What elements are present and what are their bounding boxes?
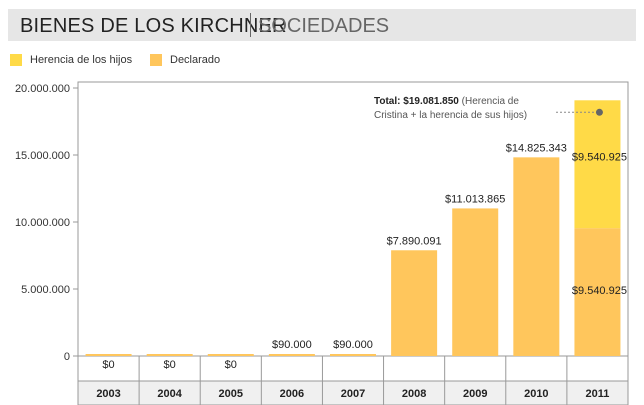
data-label-declarado-2003: $0 — [102, 359, 114, 371]
bar-herencia-2011 — [574, 100, 621, 229]
x-tick-label: 2007 — [341, 388, 365, 400]
data-label-declarado-2007: $90.000 — [333, 339, 373, 351]
data-label-declarado-2004: $0 — [164, 359, 176, 371]
bar-declarado-2007 — [330, 354, 376, 356]
x-tick-label: 2006 — [280, 388, 304, 400]
bar-declarado-2004 — [146, 354, 193, 356]
legend-label-herencia: Herencia de los hijos — [30, 54, 133, 66]
x-tick-label: 2010 — [524, 388, 548, 400]
x-tick-label: 2011 — [586, 388, 610, 400]
x-tick-label: 2004 — [157, 388, 182, 400]
legend-label-declarado: Declarado — [170, 54, 221, 66]
bar-declarado-2011 — [574, 228, 621, 356]
bar-declarado-2008 — [391, 250, 438, 356]
x-tick-label: 2008 — [402, 388, 426, 400]
data-label-declarado-2011: $9.540.925 — [572, 285, 627, 297]
data-label-declarado-2006: $90.000 — [272, 339, 312, 351]
bar-declarado-2010 — [513, 157, 560, 356]
title-separator — [250, 13, 251, 37]
y-tick-label: 10.000.000 — [15, 217, 70, 229]
data-label-declarado-2008: $7.890.091 — [387, 235, 442, 247]
chart-subtitle: SOCIEDADES — [258, 15, 390, 37]
bar-declarado-2005 — [207, 354, 254, 356]
chart-title: BIENES DE LOS KIRCHNER — [20, 15, 287, 37]
x-tick-label: 2005 — [219, 388, 243, 400]
y-tick-label: 0 — [64, 351, 70, 363]
annotation-dot — [595, 108, 603, 116]
legend-swatch-declarado — [150, 54, 162, 66]
y-tick-label: 15.000.000 — [15, 150, 70, 162]
header-bar: BIENES DE LOS KIRCHNER SOCIEDADES — [8, 9, 636, 41]
legend-swatch-herencia — [10, 54, 22, 66]
bar-declarado-2006 — [268, 354, 315, 356]
data-label-declarado-2010: $14.825.343 — [506, 142, 567, 154]
y-tick-label: 20.000.000 — [15, 83, 70, 95]
data-label-declarado-2009: $11.013.865 — [445, 193, 505, 205]
data-label-declarado-2005: $0 — [225, 359, 237, 371]
x-tick-label: 2003 — [96, 388, 120, 400]
y-tick-label: 5.000.000 — [21, 284, 70, 296]
x-tick-label: 2009 — [463, 388, 487, 400]
data-label-herencia-2011: $9.540.925 — [572, 151, 627, 163]
annotation-line-2: Cristina + la herencia de sus hijos) — [374, 110, 527, 121]
bar-declarado-2003 — [85, 354, 132, 356]
bar-declarado-2009 — [452, 208, 499, 356]
x-axis-strip — [77, 380, 629, 405]
annotation-line-1: Total: $19.081.850 (Herencia de — [374, 96, 519, 107]
